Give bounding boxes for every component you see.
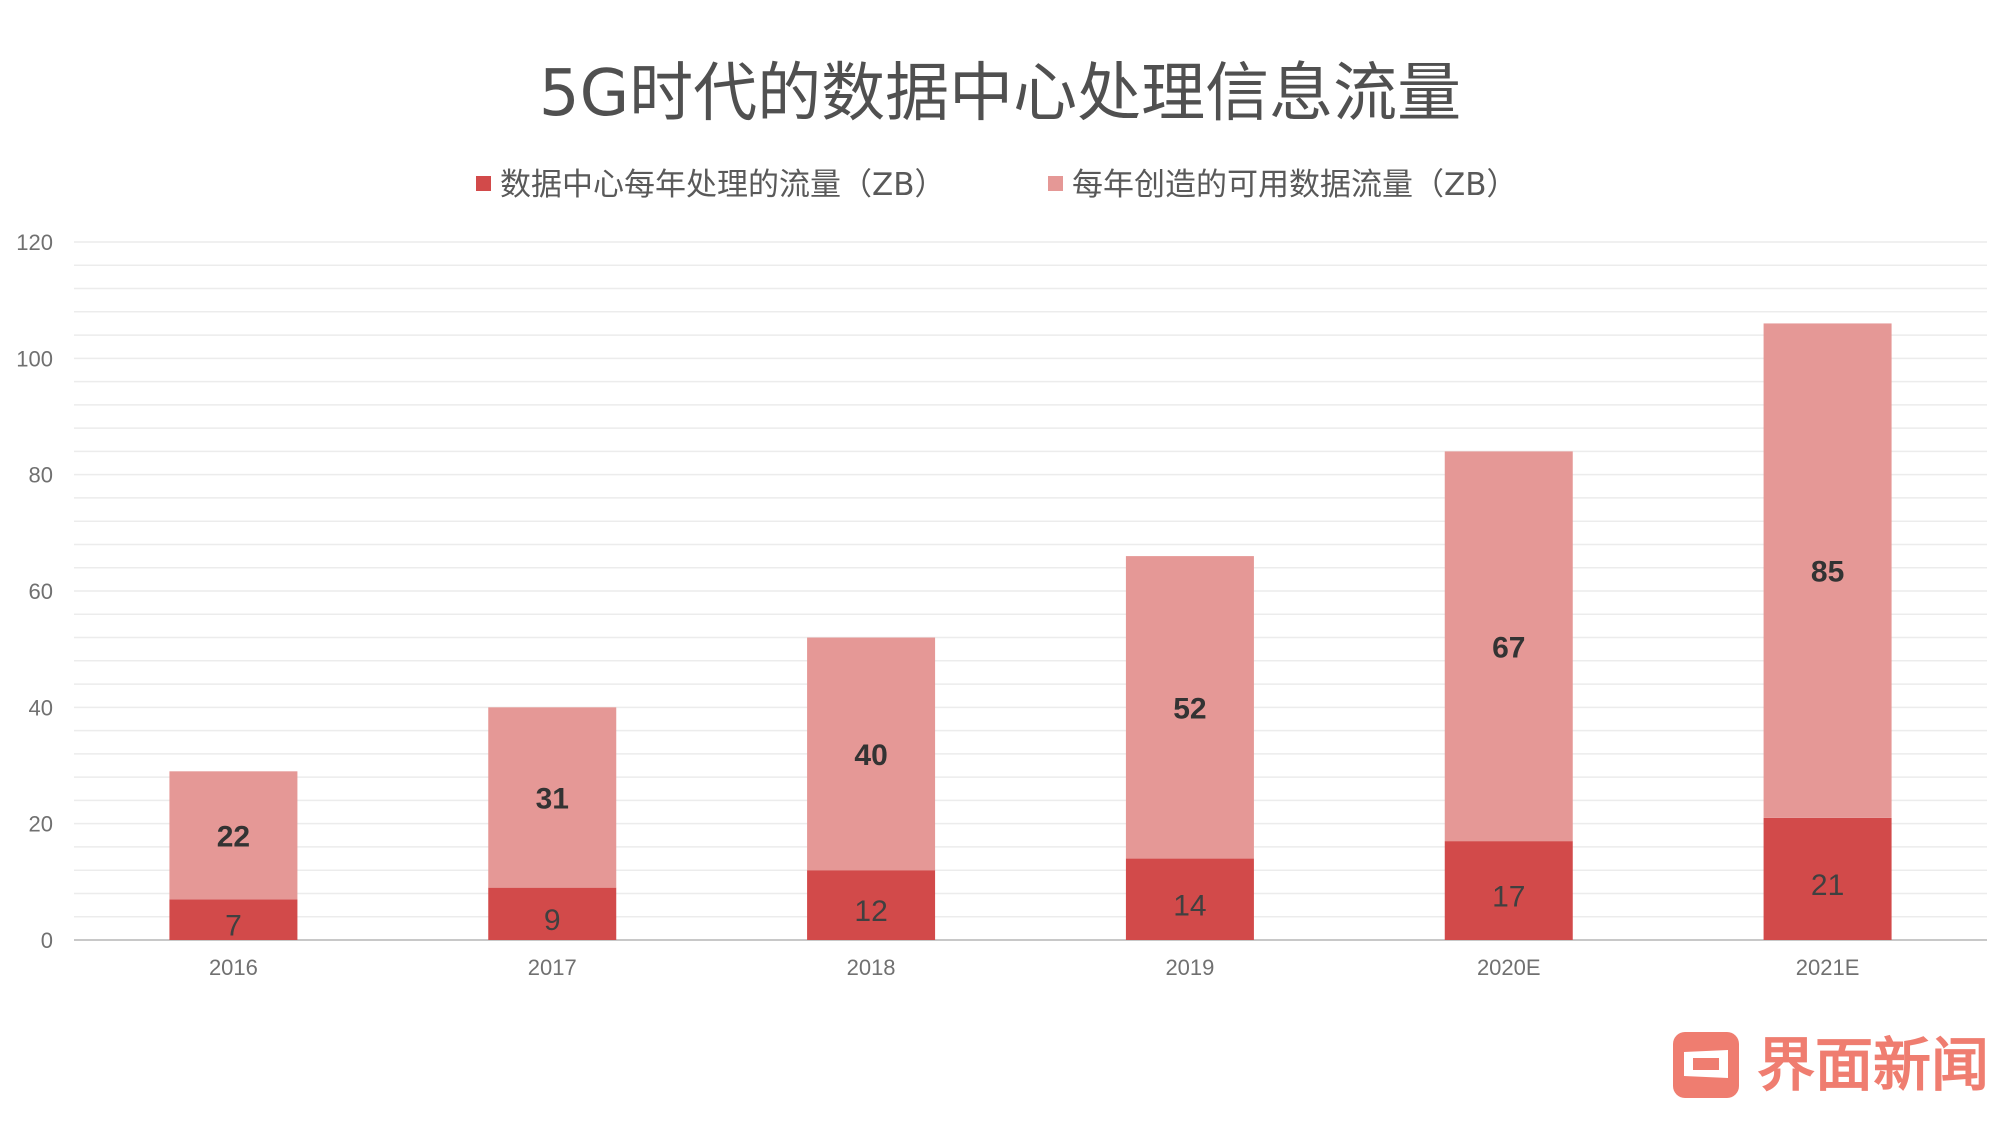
watermark-logo: 界面新闻	[1673, 1031, 1989, 1099]
bar-segment-processed	[807, 870, 936, 940]
data-label: 67	[1492, 631, 1525, 664]
data-label: 17	[1492, 881, 1525, 914]
y-axis: 0 20 40 60 80 100 120	[16, 230, 53, 953]
y-tick-label: 100	[16, 346, 53, 371]
x-tick-label: 2019	[1165, 955, 1214, 980]
y-tick-label: 0	[41, 928, 53, 953]
data-label: 40	[854, 739, 887, 772]
bar-segment-processed	[1763, 817, 1892, 940]
bars: 7 22 9 31 12 40 14 52 17 67 21 85	[169, 323, 1892, 943]
data-label: 14	[1173, 889, 1206, 922]
x-axis: 2016 2017 2018 2019 2020E 2021E	[209, 955, 1859, 980]
x-tick-label: 2016	[209, 955, 258, 980]
x-tick-label: 2021E	[1796, 955, 1860, 980]
data-label: 21	[1811, 869, 1844, 902]
gridlines	[74, 241, 1987, 941]
legend: 数据中心每年处理的流量（ZB） 每年创造的可用数据流量（ZB）	[476, 167, 1518, 203]
bar-segment-processed	[488, 887, 617, 940]
x-tick-label: 2020E	[1477, 955, 1541, 980]
y-tick-label: 120	[16, 230, 53, 255]
x-tick-label: 2017	[528, 955, 577, 980]
y-tick-label: 20	[29, 812, 53, 837]
bar-segment-created	[1125, 556, 1254, 859]
chart-title: 5G时代的数据中心处理信息流量	[539, 57, 1461, 131]
y-tick-label: 80	[29, 463, 53, 488]
y-tick-label: 40	[29, 695, 53, 720]
data-label: 9	[544, 904, 561, 937]
bar-segment-created	[169, 771, 298, 900]
logo-text: 界面新闻	[1757, 1031, 1989, 1099]
legend-swatch	[1048, 176, 1063, 191]
bar-segment-created	[488, 707, 617, 888]
bar-segment-processed	[169, 899, 298, 940]
bar-segment-processed	[1125, 858, 1254, 940]
logo-icon	[1673, 1032, 1739, 1098]
data-label: 31	[536, 782, 569, 815]
legend-label: 每年创造的可用数据流量（ZB）	[1072, 167, 1518, 203]
data-label: 22	[217, 820, 250, 853]
data-label: 12	[854, 895, 887, 928]
data-label: 7	[225, 910, 242, 943]
legend-label: 数据中心每年处理的流量（ZB）	[500, 167, 946, 203]
x-tick-label: 2018	[847, 955, 896, 980]
bar-segment-created	[1763, 323, 1892, 818]
data-label: 85	[1811, 556, 1844, 589]
data-label: 52	[1173, 692, 1206, 725]
legend-swatch	[476, 176, 491, 191]
bar-segment-created	[807, 637, 936, 871]
bar-segment-created	[1444, 451, 1573, 842]
y-tick-label: 60	[29, 579, 53, 604]
bar-segment-processed	[1444, 841, 1573, 940]
